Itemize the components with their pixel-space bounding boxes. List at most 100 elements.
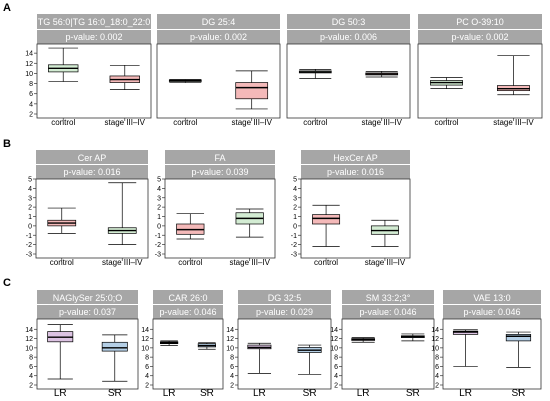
x-category-label: SR bbox=[303, 388, 317, 399]
y-tick-label: 12 bbox=[431, 336, 439, 343]
y-tick-label: 10 bbox=[226, 345, 234, 352]
x-category-label: stage III–IV bbox=[365, 258, 406, 267]
box-control: control bbox=[312, 204, 341, 267]
y-tick-label: 14 bbox=[431, 327, 439, 334]
y-tick-label: 2 bbox=[29, 112, 33, 119]
row-label: A bbox=[3, 2, 11, 14]
pvalue-label: p-value: 0.016 bbox=[63, 167, 120, 177]
y-tick-label: -3 bbox=[155, 252, 161, 259]
box-lr: LR bbox=[247, 342, 272, 399]
panel-c-5: VAE 13:0 p-value: 0.046 2 4 6 8 10 12 14 LR SR bbox=[431, 290, 542, 399]
box-stage-iii-iv: stage III–IV bbox=[365, 219, 406, 267]
x-category-label: SR bbox=[512, 388, 526, 399]
panel-a-3: DG 50:3 p-value: 0.006 control stage III–IV bbox=[286, 14, 411, 127]
box-control: control bbox=[298, 69, 332, 127]
y-tick-label: 0 bbox=[28, 223, 32, 230]
title-strip bbox=[153, 290, 223, 304]
panel-title: TG 56:0|TG 16:0_18:0_22:0 bbox=[38, 17, 150, 27]
y-tick-label: -2 bbox=[155, 242, 161, 249]
title-strip bbox=[36, 150, 148, 164]
y-tick-label: 2 bbox=[293, 205, 297, 212]
y-tick-label: 8 bbox=[145, 355, 149, 362]
pvalue-strip bbox=[165, 165, 275, 179]
x-category-label: control bbox=[51, 118, 75, 127]
panel-c-2: CAR 26:0 p-value: 0.046 2 4 6 8 10 12 14 LR SR bbox=[141, 290, 224, 399]
pvalue-label: p-value: 0.016 bbox=[327, 167, 384, 177]
y-tick-label: 10 bbox=[25, 71, 33, 78]
y-tick-label: 8 bbox=[29, 355, 33, 362]
y-tick-label: 4 bbox=[230, 373, 234, 380]
y-tick-label: -1 bbox=[155, 233, 161, 240]
box-lr: LR bbox=[452, 329, 479, 399]
x-category-label: control bbox=[435, 118, 459, 127]
panel-title: SM 33:2;3° bbox=[366, 293, 411, 303]
pvalue-label: p-value: 0.046 bbox=[159, 307, 216, 317]
y-tick-label: 10 bbox=[330, 345, 338, 352]
box-body bbox=[312, 214, 341, 225]
y-tick-label: 14 bbox=[141, 327, 149, 334]
box-body bbox=[505, 334, 532, 342]
pvalue-strip bbox=[418, 30, 542, 44]
title-strip bbox=[342, 290, 434, 304]
title-strip bbox=[443, 290, 541, 304]
y-tick-label: 2 bbox=[29, 383, 33, 390]
x-category-label: stage III–IV bbox=[361, 118, 402, 127]
x-category-label: control bbox=[178, 258, 202, 267]
x-category-label: stage III–IV bbox=[102, 258, 143, 267]
y-tick-label: 12 bbox=[25, 336, 33, 343]
panel-title: VAE 13:0 bbox=[473, 293, 510, 303]
y-tick-label: 4 bbox=[293, 186, 297, 193]
pvalue-label: p-value: 0.002 bbox=[451, 32, 508, 42]
panel-c-4: SM 33:2;3° p-value: 0.046 2 4 6 8 10 12 14 LR SR bbox=[330, 290, 435, 399]
panel-title: DG 50:3 bbox=[332, 17, 366, 27]
x-category-label: LR bbox=[163, 388, 176, 399]
y-tick-label: 6 bbox=[29, 91, 33, 98]
title-strip bbox=[238, 290, 331, 304]
title-strip bbox=[301, 150, 410, 164]
panel-frame bbox=[442, 318, 542, 390]
panel-title: NAGlySer 25:0;O bbox=[53, 293, 123, 303]
x-category-label: control bbox=[314, 258, 338, 267]
pvalue-label: p-value: 0.046 bbox=[463, 307, 520, 317]
box-lr: LR bbox=[160, 340, 179, 399]
y-tick-label: 6 bbox=[145, 364, 149, 371]
pvalue-strip bbox=[37, 30, 151, 44]
y-tick-label: 8 bbox=[435, 355, 439, 362]
x-category-label: control bbox=[303, 118, 327, 127]
x-category-label: stage III–IV bbox=[231, 118, 272, 127]
y-tick-label: 2 bbox=[435, 383, 439, 390]
y-tick-label: 4 bbox=[29, 373, 33, 380]
y-tick-label: 10 bbox=[141, 345, 149, 352]
y-tick-label: 4 bbox=[157, 186, 161, 193]
pvalue-strip bbox=[238, 305, 331, 319]
y-tick-label: 12 bbox=[226, 336, 234, 343]
x-category-label: LR bbox=[459, 388, 472, 399]
y-tick-label: -1 bbox=[291, 233, 297, 240]
pvalue-strip bbox=[37, 305, 138, 319]
row-label: C bbox=[3, 277, 11, 289]
y-tick-label: 6 bbox=[435, 364, 439, 371]
panel-frame bbox=[341, 318, 435, 390]
box-control: control bbox=[168, 79, 202, 127]
panel-title: DG 25:4 bbox=[202, 17, 236, 27]
y-tick-label: 14 bbox=[25, 327, 33, 334]
x-category-label: SR bbox=[406, 388, 420, 399]
x-category-label: LR bbox=[54, 388, 67, 399]
panel-title: Cer AP bbox=[78, 153, 107, 163]
panel-title: HexCer AP bbox=[333, 153, 378, 163]
y-tick-label: 8 bbox=[230, 355, 234, 362]
chart-row-b: B Cer AP p-value: 0.016 -3 -2 -1 0 1 2 3 4 5 control… bbox=[3, 138, 411, 267]
box-control: control bbox=[47, 207, 77, 267]
y-tick-label: 2 bbox=[230, 383, 234, 390]
y-tick-label: -3 bbox=[291, 252, 297, 259]
y-tick-label: 6 bbox=[334, 364, 338, 371]
pvalue-strip bbox=[301, 165, 410, 179]
y-tick-label: 6 bbox=[29, 364, 33, 371]
y-tick-label: 2 bbox=[334, 383, 338, 390]
pvalue-strip bbox=[36, 165, 148, 179]
panel-frame bbox=[286, 43, 411, 119]
y-tick-label: 14 bbox=[226, 327, 234, 334]
panel-frame bbox=[35, 178, 149, 259]
box-stage-iii-iv: stage III–IV bbox=[361, 71, 403, 127]
y-tick-label: 1 bbox=[157, 214, 161, 221]
